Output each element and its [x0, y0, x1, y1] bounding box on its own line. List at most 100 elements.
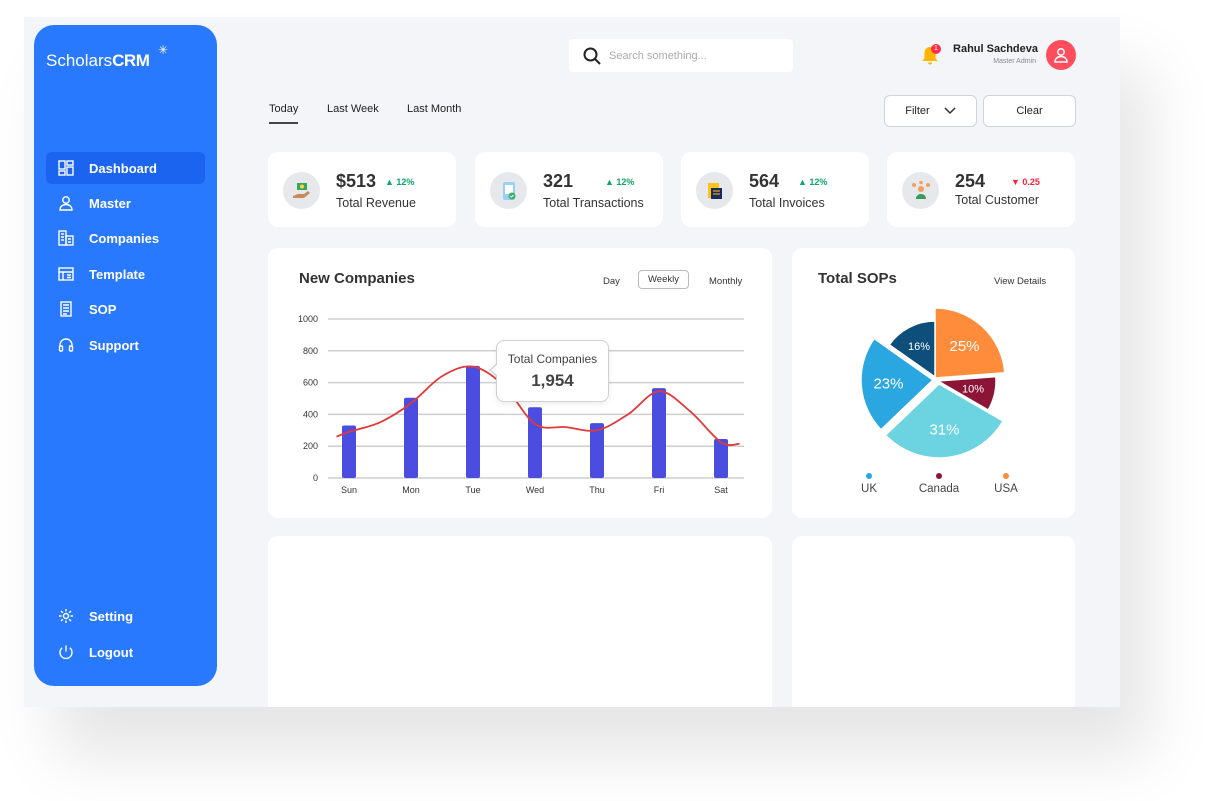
pie-slice-label: 25% [950, 338, 980, 355]
tooltip-pointer-fill [491, 364, 498, 376]
x-tick-label: Tue [465, 485, 480, 495]
sidebar-item-template[interactable]: Template [46, 258, 205, 290]
chart-bar[interactable] [404, 397, 418, 478]
stat-change-value: 0.25 [1022, 177, 1040, 187]
app-window: ScholarsCRM ✳ Dashboard Master Companies… [24, 17, 1120, 707]
legend-label: UK [861, 483, 877, 495]
logo-text-regular: Scholars [46, 51, 113, 70]
period-monthly[interactable]: Monthly [709, 276, 743, 287]
x-tick-label: Thu [589, 485, 605, 495]
notification-badge: 1 [931, 44, 941, 54]
y-tick-label: 600 [303, 378, 318, 388]
chart-bar[interactable] [590, 423, 604, 478]
logo-spark-icon: ✳ [158, 43, 169, 57]
search-icon [583, 47, 601, 65]
y-tick-label: 400 [303, 409, 318, 419]
chevron-down-icon [944, 107, 956, 115]
stat-change-value: 12% [396, 177, 415, 187]
invoice-icon [696, 172, 733, 209]
x-tick-label: Sun [341, 485, 357, 495]
sidebar-item-logout[interactable]: Logout [46, 636, 205, 668]
stat-value: 254 [955, 171, 986, 191]
pie-slice[interactable] [860, 337, 935, 431]
stat-card-revenue: $513 ▲ 12% Total Revenue [268, 152, 456, 227]
document-icon [58, 301, 74, 317]
filter-label: Filter [905, 105, 930, 117]
sidebar-item-companies[interactable]: Companies [46, 222, 205, 254]
stat-change-value: 12% [809, 177, 828, 187]
x-tick-label: Wed [526, 485, 544, 495]
sidebar-item-label: Master [89, 195, 131, 211]
chart-tooltip: Total Companies 1,954 [489, 340, 609, 402]
user-name: Rahul Sachdeva [953, 43, 1038, 55]
stat-value: $513 [336, 171, 377, 191]
chart-bar[interactable] [466, 365, 480, 478]
headset-icon [58, 337, 74, 353]
sidebar-item-label: Logout [89, 644, 134, 660]
sidebar-item-label: SOP [89, 301, 117, 317]
power-icon [58, 644, 74, 660]
clear-button[interactable]: Clear [983, 95, 1076, 127]
pie-slice-label: 23% [873, 375, 903, 392]
chart-bar[interactable] [342, 425, 356, 478]
pie-slice[interactable] [934, 307, 1006, 379]
avatar[interactable] [1046, 40, 1076, 70]
sidebar: ScholarsCRM ✳ Dashboard Master Companies… [34, 25, 217, 686]
chart-bar[interactable] [652, 388, 666, 478]
stat-card-customer: 254 ▼ 0.25 Total Customer [887, 152, 1075, 227]
dashboard-icon [58, 160, 74, 176]
total-sops-title: Total SOPs [818, 270, 897, 287]
y-tick-label: 800 [303, 346, 318, 356]
pie-slice[interactable] [935, 375, 997, 412]
total-sops-card: Total SOPs View Details 25% 10% 31% 23% 16% … [792, 248, 1075, 518]
stat-label: Total Revenue [336, 196, 416, 210]
legend-label: USA [994, 483, 1018, 495]
chart-bar[interactable] [714, 439, 728, 478]
tab-last-week[interactable]: Last Week [327, 103, 379, 115]
period-weekly[interactable]: Weekly [638, 270, 689, 289]
filter-button[interactable]: Filter [884, 95, 977, 127]
user-role: Master Admin [993, 58, 1036, 65]
tooltip-value: 1,954 [531, 371, 574, 390]
view-details-link[interactable]: View Details [994, 276, 1047, 287]
sidebar-item-setting[interactable]: Setting [46, 600, 205, 632]
tab-last-month[interactable]: Last Month [407, 103, 462, 115]
user-avatar-icon [1054, 48, 1068, 63]
sidebar-item-label: Template [89, 266, 146, 282]
sidebar-item-master[interactable]: Master [46, 187, 205, 219]
chart-bar[interactable] [528, 407, 542, 478]
x-tick-label: Sat [714, 485, 728, 495]
stat-card-transactions: 321 ▲ 12% Total Transactions [475, 152, 663, 227]
stat-label: Total Invoices [749, 196, 825, 210]
sidebar-item-support[interactable]: Support [46, 329, 205, 361]
sidebar-item-label: Companies [89, 230, 160, 246]
gear-icon [58, 608, 74, 624]
search-input[interactable] [609, 49, 779, 62]
legend-dot [936, 473, 942, 479]
sidebar-item-label: Dashboard [89, 160, 157, 176]
customers-icon [902, 172, 939, 209]
legend-label: Canada [918, 483, 960, 495]
pie-slice-label: 31% [929, 422, 959, 439]
stat-change-value: 12% [616, 177, 635, 187]
sidebar-item-sop[interactable]: SOP [46, 293, 205, 325]
search-bar[interactable] [569, 39, 793, 72]
pie-slice[interactable] [888, 320, 936, 379]
pie-slice-label: 16% [908, 341, 930, 353]
period-day[interactable]: Day [603, 276, 620, 287]
logo[interactable]: ScholarsCRM ✳ [46, 43, 168, 71]
trend-line [336, 365, 740, 446]
legend-dot [1003, 473, 1009, 479]
tab-today[interactable]: Today [269, 103, 299, 124]
tooltip-label: Total Companies [507, 352, 598, 366]
sidebar-item-dashboard[interactable]: Dashboard [46, 152, 205, 184]
y-tick-label: 1000 [298, 314, 318, 324]
pie-slice[interactable] [884, 383, 1005, 459]
stat-card-invoices: 564 ▲ 12% Total Invoices [681, 152, 869, 227]
stat-value: 564 [749, 171, 780, 191]
logo-text-bold: CRM [112, 51, 150, 70]
stat-change: ▲ 12% [798, 177, 828, 187]
new-companies-title: New Companies [299, 270, 415, 287]
pie-slice-label: 10% [962, 384, 984, 396]
new-companies-chart: 0 200 400 600 800 1000 Sun Mon Tue Wed Thu Fri Sat [298, 314, 744, 495]
